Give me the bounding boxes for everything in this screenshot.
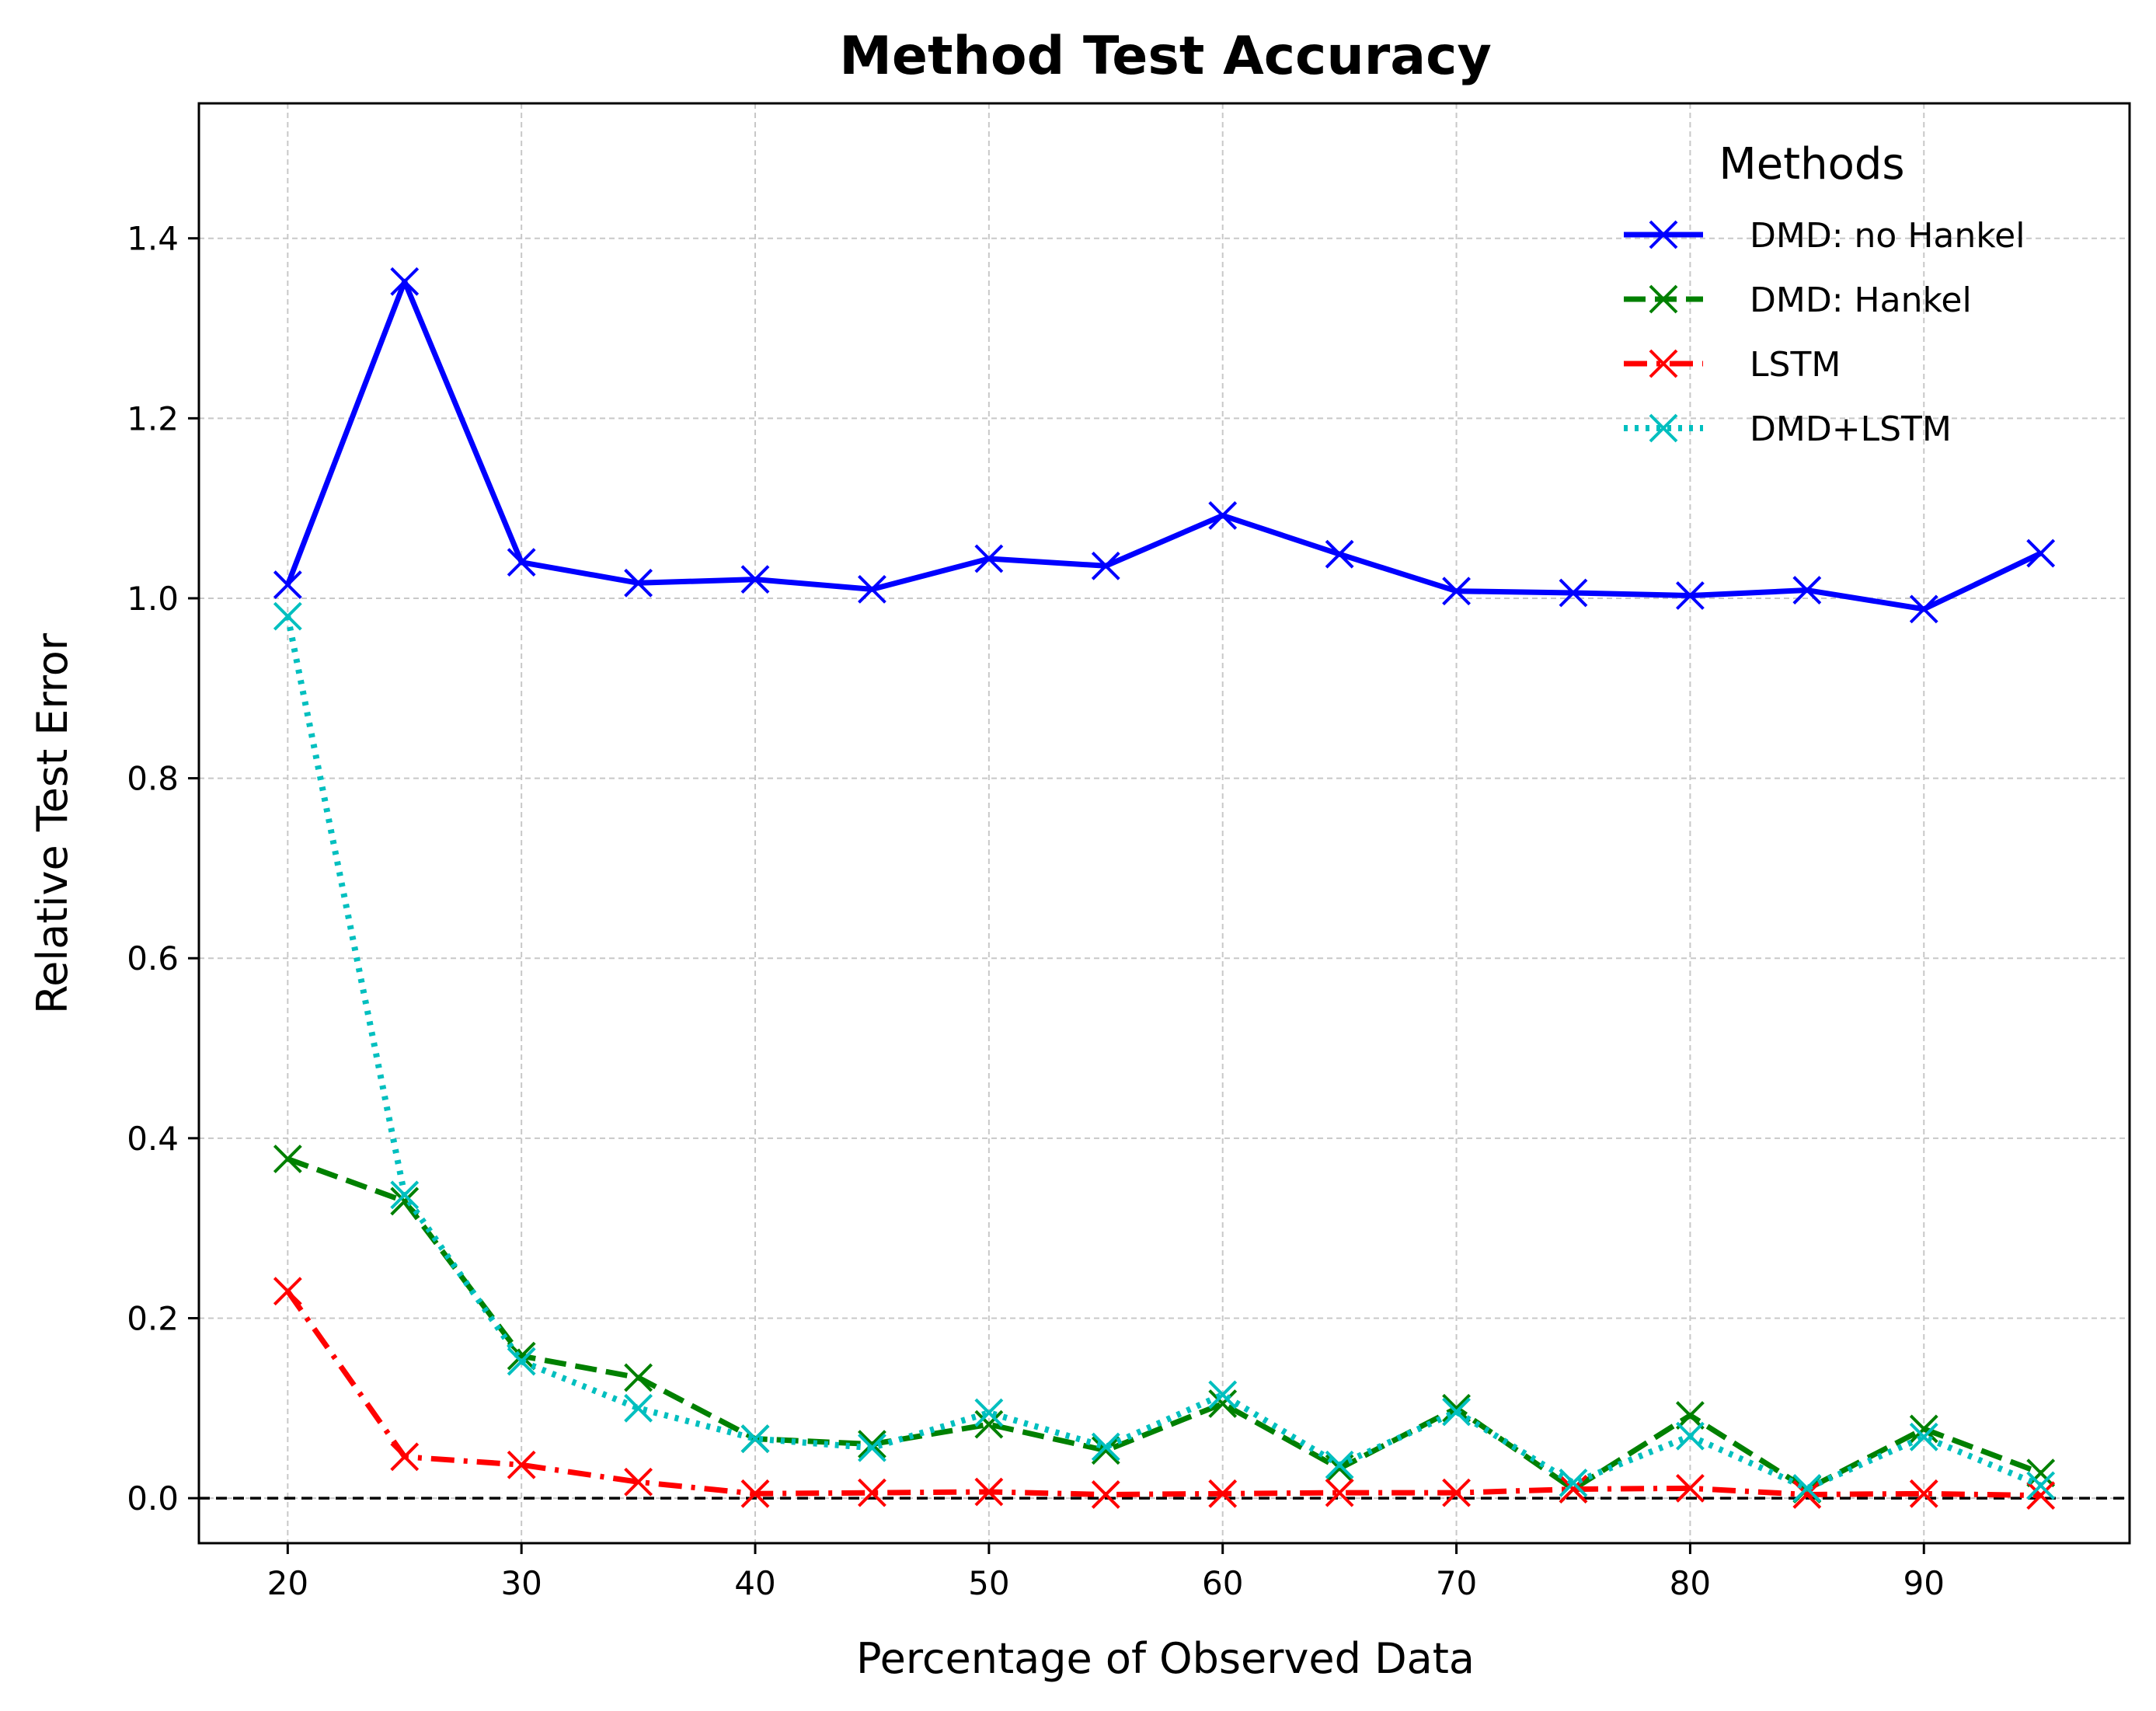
data-point-marker (507, 1341, 536, 1371)
data-point-marker (390, 1180, 420, 1210)
data-point-marker (858, 1433, 886, 1462)
x-tick-label: 50 (968, 1564, 1009, 1602)
series-group (273, 601, 2056, 1503)
data-point-marker (858, 1430, 886, 1459)
x-tick-label: 40 (734, 1564, 775, 1602)
data-point-marker (1442, 1397, 1471, 1427)
x-tick-label: 70 (1436, 1564, 1477, 1602)
data-point-marker (1792, 576, 1822, 605)
data-point-marker (390, 1442, 420, 1472)
data-point-marker (624, 1467, 653, 1497)
data-point-marker (390, 1187, 420, 1216)
y-tick-label: 0.2 (127, 1299, 179, 1337)
data-point-marker (624, 568, 653, 598)
legend-swatch-marker (1649, 349, 1678, 378)
series-group (273, 1277, 2056, 1511)
data-point-marker (740, 1424, 770, 1454)
data-point-marker (2026, 1481, 2056, 1511)
data-point-marker (1091, 551, 1120, 580)
data-point-marker (507, 1450, 536, 1479)
data-point-marker (1091, 1436, 1120, 1465)
data-point-marker (1909, 594, 1938, 624)
legend-swatch-marker (1649, 284, 1678, 314)
legend-title: Methods (1719, 139, 1904, 190)
data-point-marker (273, 570, 302, 600)
data-point-marker (2026, 1471, 2056, 1500)
series-group (273, 267, 2056, 624)
plot-frame (197, 102, 2131, 1545)
data-point-marker (624, 1363, 653, 1392)
data-point-marker (390, 267, 420, 296)
legend-label: DMD: Hankel (1750, 281, 1972, 320)
x-tick-label: 20 (267, 1564, 308, 1602)
data-point-marker (1208, 1389, 1238, 1418)
data-point-marker (1325, 539, 1354, 569)
y-tick-label: 1.0 (127, 580, 179, 618)
data-point-marker (1559, 578, 1588, 608)
data-point-marker (858, 574, 886, 604)
y-tick-label: 1.4 (127, 220, 179, 258)
data-point-marker (1091, 1432, 1120, 1462)
data-point-marker (858, 1478, 886, 1507)
x-axis-ticks: 20 30 40 50 60 70 80 90 (267, 1543, 1945, 1602)
data-point-marker (1208, 1479, 1238, 1508)
data-point-marker (1675, 1421, 1705, 1451)
data-point-marker (1909, 1422, 1938, 1451)
data-point-marker (1792, 1473, 1822, 1503)
data-point-marker (740, 565, 770, 594)
data-point-marker (1442, 577, 1471, 606)
legend-swatch-marker (1649, 220, 1678, 249)
legend-label: DMD+LSTM (1750, 409, 1952, 449)
data-point-marker (507, 548, 536, 577)
data-point-marker (1559, 1468, 1588, 1497)
data-point-marker (273, 1145, 302, 1173)
series-line (285, 278, 2043, 612)
legend-swatch-marker (1649, 413, 1678, 443)
data-point-marker (1909, 1479, 1938, 1508)
data-point-marker (974, 544, 1004, 573)
x-tick-label: 90 (1903, 1564, 1945, 1602)
data-point-marker (1091, 1480, 1120, 1509)
x-tick-label: 80 (1670, 1564, 1711, 1602)
data-point-marker (1442, 1478, 1471, 1507)
series-line (287, 1156, 2042, 1493)
data-point-marker (974, 1410, 1004, 1439)
data-point-marker (1325, 1450, 1354, 1479)
y-tick-label: 0.8 (127, 760, 179, 798)
data-series (273, 267, 2056, 1511)
y-tick-label: 0.6 (127, 939, 179, 977)
y-axis-label: Relative Test Error (28, 632, 77, 1014)
y-tick-label: 1.2 (127, 399, 179, 437)
data-point-marker (1675, 1473, 1705, 1503)
y-tick-label: 0.4 (127, 1120, 179, 1158)
legend-label: DMD: no Hankel (1750, 216, 2025, 256)
data-point-marker (1208, 1380, 1238, 1410)
legend: Methods DMD: no Hankel DMD: Hankel LSTM DMD… (1624, 139, 2025, 449)
data-point-marker (1909, 1414, 1938, 1444)
data-point-marker (1325, 1478, 1354, 1507)
data-point-marker (1208, 501, 1238, 530)
y-axis-ticks: 0.0 0.2 0.4 0.6 0.8 1.0 1.2 1.4 (127, 220, 199, 1518)
data-point-marker (974, 1477, 1004, 1507)
data-point-marker (507, 1347, 536, 1376)
data-point-marker (1675, 1401, 1705, 1430)
y-tick-label: 0.0 (127, 1479, 179, 1518)
data-point-marker (1675, 581, 1705, 610)
data-point-marker (974, 1398, 1004, 1427)
x-tick-label: 30 (500, 1564, 542, 1602)
grid-lines (199, 103, 2130, 1543)
series-line (285, 1289, 2041, 1499)
x-tick-label: 60 (1202, 1564, 1243, 1602)
data-point-marker (740, 1479, 770, 1508)
data-point-marker (2026, 538, 2056, 568)
legend-label: LSTM (1750, 345, 1841, 385)
data-point-marker (624, 1393, 653, 1423)
data-point-marker (273, 1277, 302, 1306)
chart-title: Method Test Accuracy (839, 26, 1492, 87)
data-point-marker (273, 601, 302, 631)
x-axis-label: Percentage of Observed Data (856, 1634, 1475, 1683)
